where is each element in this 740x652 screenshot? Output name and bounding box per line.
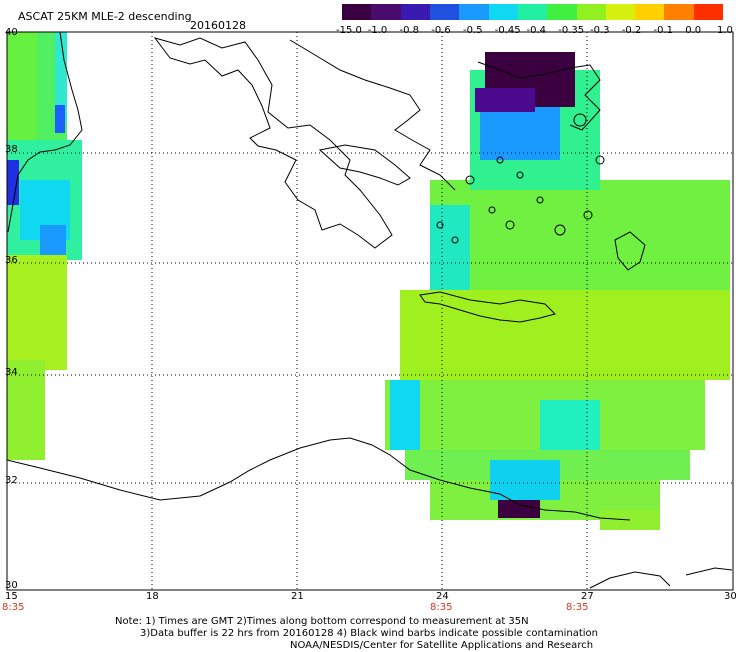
islands: [436, 113, 605, 244]
colorbar-label: -1.0: [367, 25, 388, 36]
colorbar-label: -0.1: [653, 25, 674, 36]
lat-label-40: 40: [5, 27, 18, 38]
lon-label-18: 18: [146, 591, 159, 602]
lon-label-30: 30: [724, 591, 737, 602]
note-line-1: Note: 1) Times are GMT 2)Times along bot…: [115, 616, 529, 627]
colorbar-swatch: [371, 4, 401, 20]
colorbar-label: -0.5: [463, 25, 483, 36]
colorbar-swatch: [429, 4, 460, 20]
colorbar-swatch: [576, 4, 606, 20]
colorbar-swatch: [488, 4, 518, 20]
time-label-27: 8:35: [566, 602, 589, 613]
lon-label-21: 21: [291, 591, 304, 602]
time-label-15: 8:35: [2, 602, 25, 613]
colorbar-label: -15.0: [336, 25, 362, 36]
colorbar-label: 0.0: [685, 25, 702, 36]
colorbar-swatch: [693, 4, 724, 20]
graticule: [7, 32, 733, 590]
lat-label-30: 30: [5, 580, 18, 591]
colorbar-label: -0.4: [526, 25, 547, 36]
lat-label-36: 36: [5, 255, 18, 266]
colorbar-label: -0.8: [399, 25, 420, 36]
colorbar-label: -0.35: [558, 25, 585, 36]
colorbar-label: -0.6: [431, 25, 451, 36]
colorbar-label: -0.45: [494, 25, 521, 36]
lon-label-15: 15: [5, 591, 18, 602]
colorbar-swatch: [635, 4, 665, 20]
colorbar-swatch: [517, 4, 548, 20]
map-frame: [6, 31, 734, 591]
colorbar-swatch: [400, 4, 430, 20]
note-line-2: 3)Data buffer is 22 hrs from 20160128 4)…: [140, 628, 598, 639]
colorbar-swatch: [605, 4, 636, 20]
swath-west: [7, 32, 82, 460]
time-label-24: 8:35: [430, 602, 453, 613]
lon-label-27: 27: [581, 591, 594, 602]
colorbar-label: -0.2: [621, 25, 642, 36]
swath-east: [385, 52, 730, 530]
colorbar: [342, 4, 724, 20]
colorbar-swatch: [459, 4, 489, 20]
lat-label-34: 34: [5, 367, 18, 378]
lon-label-24: 24: [436, 591, 449, 602]
lat-label-32: 32: [5, 475, 18, 486]
colorbar-label: 1.0: [717, 25, 733, 36]
colorbar-labels: -15.0 -1.0 -0.8 -0.6 -0.5 -0.45 -0.4 -0.35 -0.3-…: [330, 25, 740, 39]
colorbar-label: -0.3: [590, 25, 610, 36]
lat-label-38: 38: [5, 144, 18, 155]
colorbar-swatch: [664, 4, 694, 20]
coastlines: [6, 31, 733, 589]
map-title: ASCAT 25KM MLE-2 descending: [18, 10, 192, 23]
colorbar-swatch: [547, 4, 577, 20]
note-line-3: NOAA/NESDIS/Center for Satellite Applica…: [290, 640, 594, 651]
colorbar-swatch: [342, 4, 372, 20]
map-date: 20160128: [190, 19, 246, 32]
